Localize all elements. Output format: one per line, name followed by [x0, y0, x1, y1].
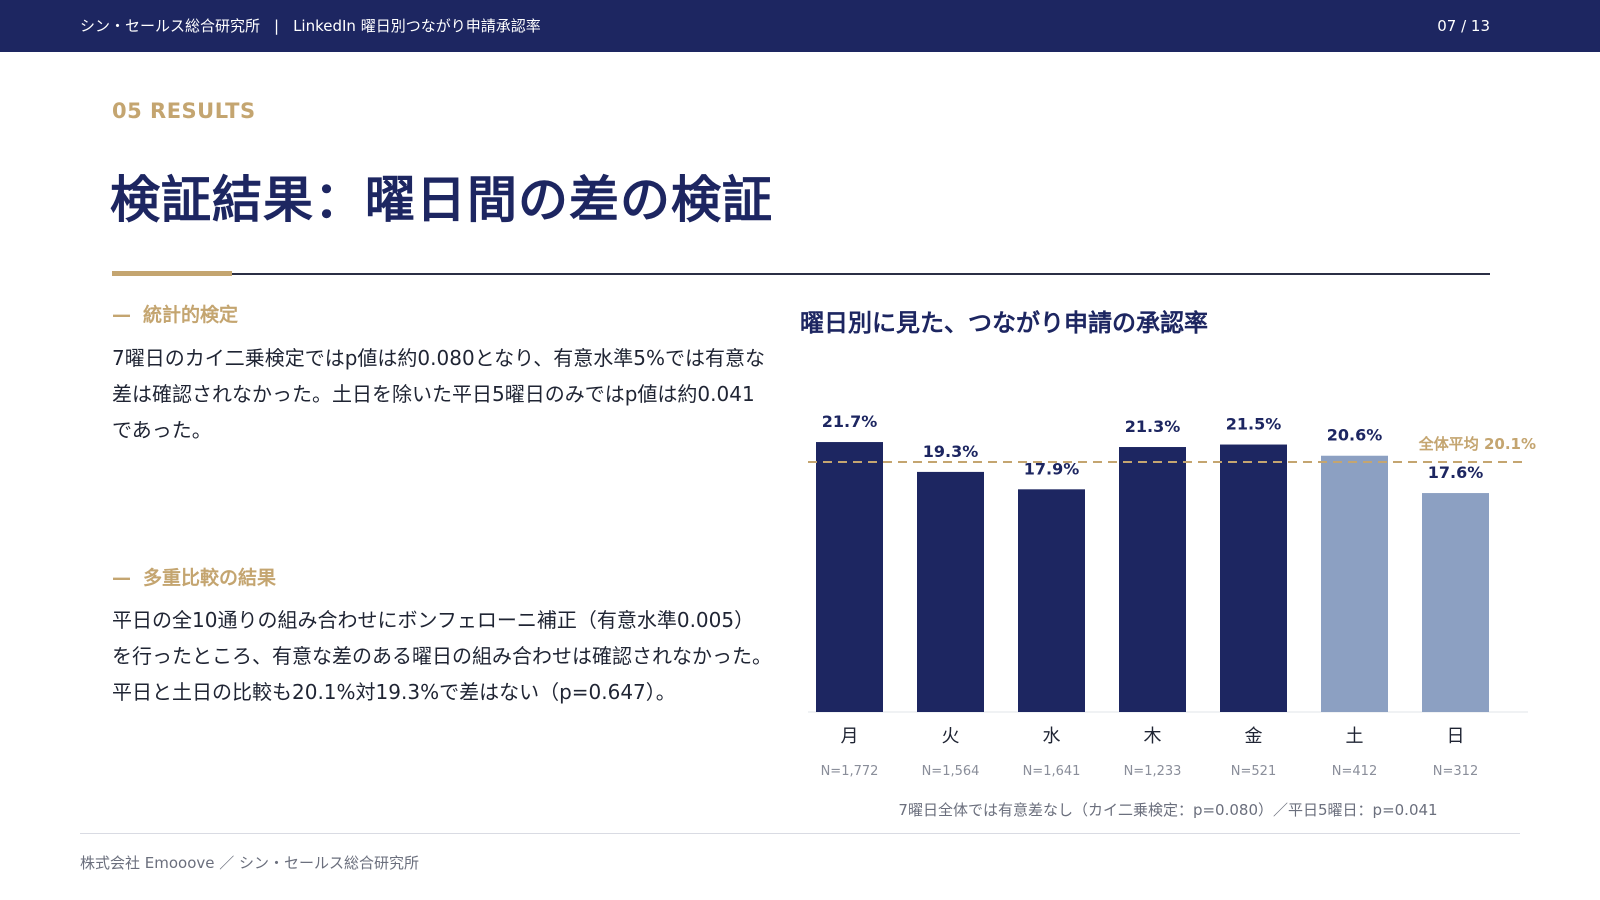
bar-value-label: 21.3%: [1125, 417, 1181, 436]
bar-4: [1220, 444, 1287, 712]
document-title: LinkedIn 曜日別つながり申請承認率: [293, 17, 541, 35]
breadcrumb: シン・セールス総合研究所 | LinkedIn 曜日別つながり申請承認率: [80, 0, 541, 52]
bar-2: [1018, 489, 1085, 712]
sample-size-label: N=1,233: [1124, 764, 1182, 779]
heading-dash: —: [112, 567, 131, 589]
bar-value-label: 19.3%: [923, 442, 979, 461]
x-tick-label: 火: [942, 726, 960, 747]
multiple-comparison-text: 平日の全10通りの組み合わせにボンフェローニ補正（有意水準0.005）を行ったと…: [112, 608, 772, 704]
stat-test-heading-label: 統計的検定: [143, 304, 239, 326]
footer-text: 株式会社 Emooove ／ シン・セールス総合研究所: [80, 854, 420, 872]
bar-3: [1119, 447, 1186, 712]
stat-test-text: 7曜日のカイ二乗検定ではp値は約0.080となり、有意水準5%では有意な差は確認…: [112, 346, 766, 442]
breadcrumb-separator: |: [274, 17, 280, 35]
page-number: 07 / 13: [1437, 17, 1490, 35]
x-tick-label: 木: [1144, 726, 1162, 747]
multiple-comparison-heading: — 多重比較の結果: [112, 563, 276, 590]
title-divider: [112, 273, 1490, 275]
heading-dash: —: [112, 304, 131, 326]
bar-5: [1321, 455, 1388, 712]
x-tick-label: 金: [1245, 726, 1263, 747]
chart-title: 曜日別に見た、つながり申請の承認率: [800, 309, 1208, 337]
sample-size-label: N=312: [1433, 764, 1478, 779]
bar-value-label: 21.7%: [822, 412, 878, 431]
x-tick-label: 水: [1043, 726, 1061, 747]
bar-value-label: 20.6%: [1327, 426, 1383, 445]
sample-size-label: N=412: [1332, 764, 1377, 779]
stat-test-heading: — 統計的検定: [112, 300, 238, 327]
multiple-comparison-heading-label: 多重比較の結果: [143, 567, 277, 589]
x-tick-label: 日: [1447, 726, 1465, 747]
chart-footnote: 7曜日全体では有意差なし（カイ二乗検定：p=0.080）／平日5曜日：p=0.0…: [898, 801, 1437, 819]
x-tick-label: 月: [841, 726, 859, 747]
section-label: 05 RESULTS: [112, 99, 256, 123]
bar-value-label: 17.9%: [1024, 459, 1080, 478]
bar-0: [816, 442, 883, 712]
sample-size-label: N=1,564: [922, 764, 980, 779]
sample-size-label: N=1,772: [821, 764, 879, 779]
footer-divider: [80, 833, 1520, 834]
sample-size-label: N=521: [1231, 764, 1276, 779]
sample-size-label: N=1,641: [1023, 764, 1081, 779]
org-name: シン・セールス総合研究所: [80, 17, 261, 35]
average-reference-label: 全体平均 20.1%: [1418, 435, 1536, 453]
bar-value-label: 21.5%: [1226, 415, 1282, 434]
page-title: 検証結果：曜日間の差の検証: [110, 171, 773, 229]
bar-value-label: 17.6%: [1428, 463, 1484, 482]
title-divider-accent: [112, 271, 232, 276]
bar-1: [917, 471, 984, 712]
top-bar: シン・セールス総合研究所 | LinkedIn 曜日別つながり申請承認率 07 / …: [0, 0, 1600, 52]
bar-6: [1422, 493, 1489, 712]
x-tick-label: 土: [1346, 726, 1364, 747]
